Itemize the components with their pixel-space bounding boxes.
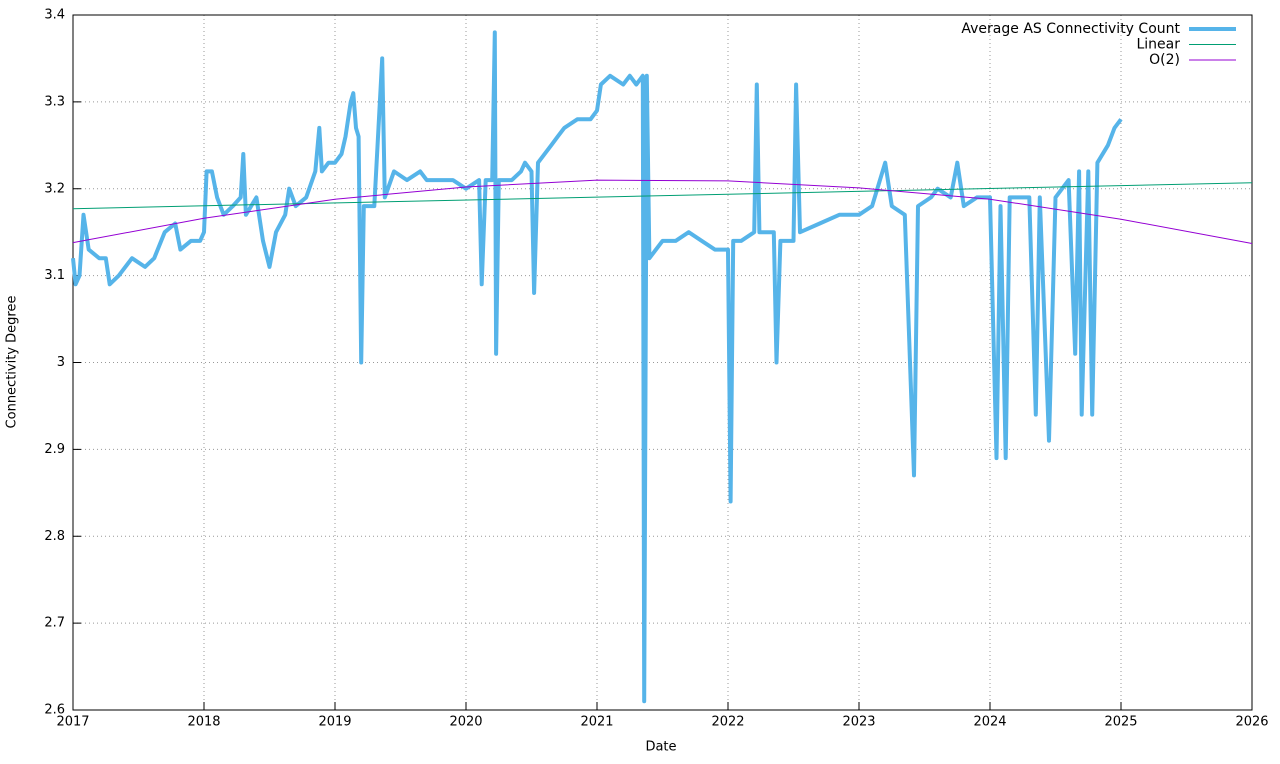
series-line — [72, 179, 1253, 244]
y-tick-label: 2.7 — [44, 616, 65, 631]
x-tick-label: 2020 — [449, 715, 482, 730]
x-tick-label: 2022 — [711, 715, 744, 730]
y-tick-label: 3.3 — [44, 94, 65, 109]
y-tick-label: 2.9 — [44, 442, 65, 457]
series-line — [71, 30, 1123, 704]
x-tick-label: 2017 — [56, 715, 89, 730]
y-tick-label: 3.2 — [44, 181, 65, 196]
legend-label: O(2) — [1149, 52, 1180, 68]
legend-label: Linear — [1136, 37, 1180, 53]
x-tick-label: 2019 — [318, 715, 351, 730]
y-tick-label: 3.4 — [44, 8, 65, 23]
y-tick-label: 3 — [57, 355, 65, 370]
legend-label: Average AS Connectivity Count — [961, 21, 1180, 37]
x-tick-label: 2018 — [187, 715, 220, 730]
x-tick-label: 2026 — [1235, 715, 1268, 730]
x-tick-label: 2024 — [973, 715, 1006, 730]
x-tick-label: 2021 — [580, 715, 613, 730]
series-line — [72, 182, 1253, 210]
x-tick-label: 2023 — [842, 715, 875, 730]
plot-frame — [72, 14, 1253, 711]
y-axis-label: Connectivity Degree — [5, 296, 20, 429]
y-tick-label: 3.1 — [44, 268, 65, 283]
y-tick-label: 2.8 — [44, 529, 65, 544]
x-tick-label: 2025 — [1104, 715, 1137, 730]
y-tick-label: 2.6 — [44, 703, 65, 718]
x-axis-label: Date — [645, 740, 676, 755]
